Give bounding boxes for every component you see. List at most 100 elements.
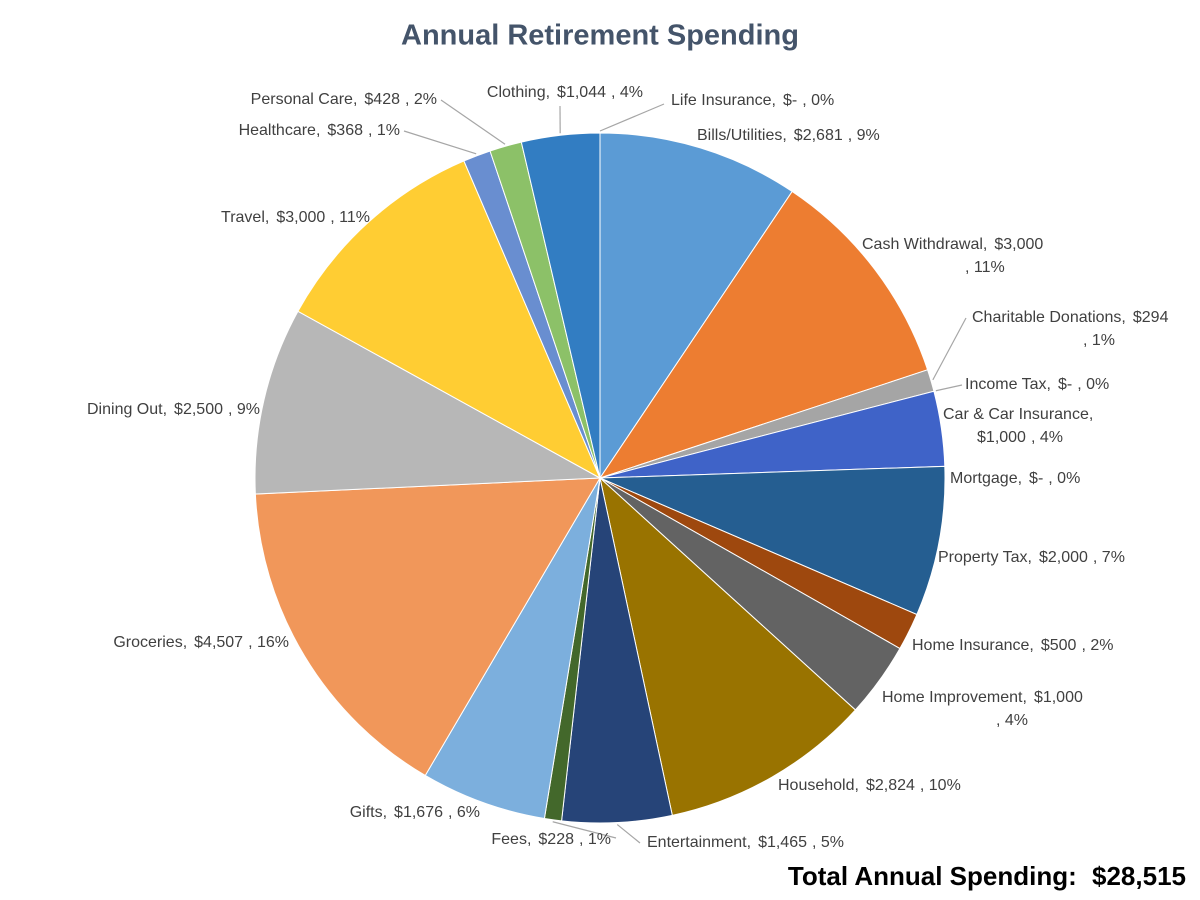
label-percent: , 5% — [812, 834, 844, 851]
data-label: Charitable Donations, $294 , 1% — [972, 309, 1169, 349]
label-value: $3,000 — [276, 209, 325, 226]
label-category: Personal Care, — [251, 91, 358, 108]
label-value: $- — [783, 92, 797, 109]
label-category: Entertainment, — [647, 834, 751, 851]
label-percent: , 4% — [611, 84, 643, 101]
label-category: Gifts, — [350, 804, 387, 821]
slice — [254, 310, 602, 495]
label-value: $294 — [1133, 309, 1169, 326]
data-label: Home Insurance, $500, 2% — [912, 637, 1113, 654]
label-percent: , 0% — [802, 92, 834, 109]
label-category: Household, — [778, 777, 859, 794]
leader-line — [599, 103, 665, 132]
label-percent: , 11% — [965, 259, 1005, 276]
label-percent: , 0% — [1048, 470, 1080, 487]
data-label: Income Tax, $- , 0% — [965, 376, 1109, 393]
label-value: $228 — [538, 831, 574, 848]
label-category: Property Tax, — [938, 549, 1032, 566]
slice — [297, 160, 602, 480]
slice — [599, 476, 857, 816]
slice — [599, 132, 793, 480]
label-value: $428 — [364, 91, 400, 108]
label-value: $1,676 — [394, 804, 443, 821]
slice — [598, 190, 929, 479]
label-category: Home Improvement, — [882, 689, 1027, 706]
total-label: Total Annual Spending: — [788, 861, 1077, 891]
label-value: $3,000 — [994, 236, 1043, 253]
slice — [254, 477, 601, 777]
label-percent: , 10% — [920, 777, 961, 794]
data-label: Property Tax, $2,000 , 7% — [938, 549, 1125, 566]
data-label: Car & Car Insurance, $1,000 , 4% — [943, 406, 1093, 446]
label-category: Charitable Donations, — [972, 309, 1126, 326]
label-value: $- — [1029, 470, 1043, 487]
label-value: $2,824 — [866, 777, 915, 794]
label-value: $- — [1058, 376, 1072, 393]
data-label: Bills/Utilities, $2,681 , 9% — [697, 127, 880, 144]
label-percent: , 4% — [1031, 429, 1063, 446]
label-percent: , 0% — [1077, 376, 1109, 393]
label-value: $1,000 — [977, 429, 1026, 446]
data-label: Travel, $3,000 , 11% — [221, 209, 370, 226]
slice — [520, 132, 601, 479]
slice — [599, 465, 946, 616]
label-category: Bills/Utilities, — [697, 127, 787, 144]
label-percent: , 4% — [996, 712, 1028, 729]
label-category: Healthcare, — [239, 122, 321, 139]
label-percent: , 1% — [579, 831, 611, 848]
label-category: Travel, — [221, 209, 269, 226]
label-percent: , 16% — [248, 634, 289, 651]
label-value: $2,681 — [794, 127, 843, 144]
label-category: Clothing, — [487, 84, 550, 101]
label-percent: , 11% — [330, 209, 370, 226]
total-value: $28,515 — [1092, 861, 1186, 891]
data-label: Household, $2,824 , 10% — [778, 777, 961, 794]
data-label: Mortgage, $- , 0% — [950, 470, 1080, 487]
data-label: Gifts, $1,676 , 6% — [350, 804, 480, 821]
label-percent: , 2% — [405, 91, 437, 108]
leader-line — [935, 384, 963, 392]
total: Total Annual Spending: $28,515 — [788, 861, 1186, 891]
label-percent: , 7% — [1093, 549, 1125, 566]
label-category: Car & Car Insurance, — [943, 406, 1093, 423]
label-category: Groceries, — [113, 634, 187, 651]
data-label: Cash Withdrawal, $3,000 , 11% — [862, 236, 1043, 276]
data-label: Personal Care, $428 , 2% — [251, 91, 437, 108]
label-category: Life Insurance, — [671, 92, 776, 109]
data-label: Fees, $228 , 1% — [491, 831, 611, 848]
data-label: Healthcare, $368 , 1% — [239, 122, 400, 139]
labels: Bills/Utilities, $2,681 , 9% Cash Withdrawa… — [87, 84, 1169, 851]
data-label: Home Improvement, $1,000 , 4% — [882, 689, 1083, 729]
leader-line — [932, 317, 967, 381]
label-value: $2,500 — [174, 401, 223, 418]
slices — [254, 132, 946, 824]
data-label: Life Insurance, $- , 0% — [671, 92, 834, 109]
label-value: $2,000 — [1039, 549, 1088, 566]
label-category: Dining Out, — [87, 401, 167, 418]
data-label: Groceries, $4,507 , 16% — [113, 634, 289, 651]
label-percent: , 1% — [1083, 332, 1115, 349]
label-category: Mortgage, — [950, 470, 1022, 487]
label-percent: , 6% — [448, 804, 480, 821]
label-percent: , 9% — [848, 127, 880, 144]
label-category: Cash Withdrawal, — [862, 236, 987, 253]
chart-title: Annual Retirement Spending — [401, 20, 799, 52]
label-category: Fees, — [491, 831, 531, 848]
label-category: Income Tax, — [965, 376, 1051, 393]
label-value: $1,465 — [758, 834, 807, 851]
slice — [424, 477, 601, 820]
leader-line — [552, 821, 617, 839]
label-value: $500 — [1041, 637, 1077, 654]
label-value: $368 — [327, 122, 363, 139]
data-label: Dining Out, $2,500 , 9% — [87, 401, 260, 418]
label-percent: , 9% — [228, 401, 260, 418]
label-percent: , 1% — [368, 122, 400, 139]
label-value: $4,507 — [194, 634, 243, 651]
label-value: $1,000 — [1034, 689, 1083, 706]
label-category: Home Insurance, — [912, 637, 1034, 654]
data-label: Clothing, $1,044 , 4% — [487, 84, 643, 101]
data-label: Entertainment, $1,465 , 5% — [647, 834, 844, 851]
label-value: $1,044 — [557, 84, 606, 101]
leader-line — [440, 99, 506, 145]
